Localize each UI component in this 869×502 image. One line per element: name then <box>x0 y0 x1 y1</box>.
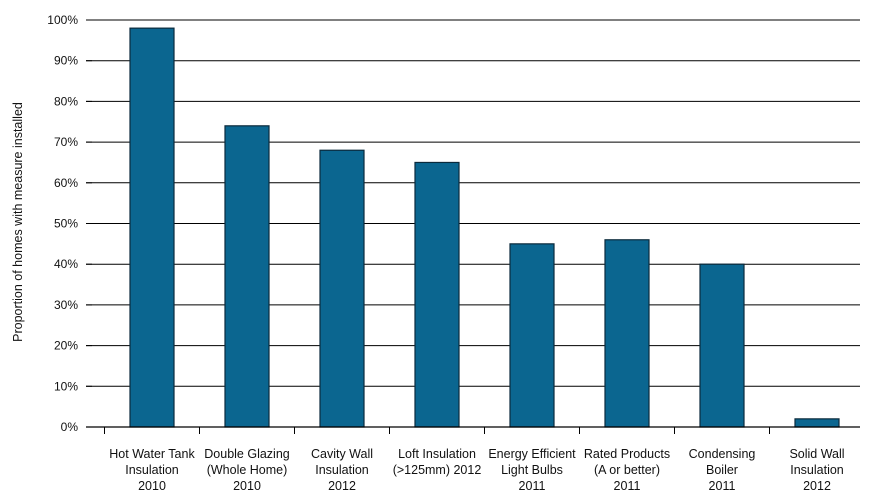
bar <box>794 418 840 428</box>
x-category-label: Double Glazing (Whole Home) 2010 <box>204 447 290 493</box>
x-category-label: Hot Water Tank Insulation 2010 <box>109 447 195 493</box>
x-category-label-line: Solid Wall <box>789 447 844 461</box>
y-tick-label: 100% <box>47 13 78 27</box>
x-category-label-line: Hot Water Tank <box>109 447 195 461</box>
bar <box>604 239 650 428</box>
x-category-label-line: (>125mm) 2012 <box>393 463 482 477</box>
bar <box>319 149 365 428</box>
gridlines <box>86 19 860 428</box>
y-axis-ticks: 0% 10% 20% 30% 40% 50% 60% 70% 80% 90% 100% <box>47 13 92 434</box>
x-category-label: Energy Efficient Light Bulbs 2011 <box>488 447 576 493</box>
x-axis <box>86 426 860 434</box>
y-tick-label: 10% <box>54 379 78 393</box>
y-tick-label: 40% <box>54 257 78 271</box>
y-tick-label: 30% <box>54 298 78 312</box>
bar <box>129 27 175 428</box>
x-category-label: Solid Wall Insulation 2012 <box>789 447 844 493</box>
x-category-label-line: 2012 <box>803 479 831 493</box>
x-category-label-line: Insulation <box>315 463 369 477</box>
y-tick-label: 20% <box>54 339 78 353</box>
x-category-label-line: (Whole Home) <box>207 463 288 477</box>
bar <box>509 243 555 428</box>
x-category-label-line: Insulation <box>125 463 179 477</box>
x-category-label: Loft Insulation (>125mm) 2012 <box>393 447 482 477</box>
x-category-label: Condensing Boiler 2011 <box>689 447 756 493</box>
x-category-label: Cavity Wall Insulation 2012 <box>311 447 373 493</box>
x-category-label-line: Condensing <box>689 447 756 461</box>
x-category-label-line: Double Glazing <box>204 447 290 461</box>
y-axis-title: Proportion of homes with measure install… <box>11 102 25 342</box>
x-category-label-line: 2010 <box>233 479 261 493</box>
y-tick-label: 50% <box>54 217 78 231</box>
bar <box>224 125 270 428</box>
y-tick-label: 90% <box>54 54 78 68</box>
bar <box>699 263 745 428</box>
y-tick-label: 80% <box>54 94 78 108</box>
x-category-label-line: Cavity Wall <box>311 447 373 461</box>
x-category-label-line: 2011 <box>614 479 641 493</box>
x-category-label-line: 2011 <box>709 479 736 493</box>
bars <box>129 27 840 428</box>
x-category-label-line: 2010 <box>138 479 166 493</box>
x-category-label-line: Rated Products <box>584 447 670 461</box>
bar <box>414 161 460 428</box>
x-category-label-line: (A or better) <box>594 463 660 477</box>
x-category-label-line: Light Bulbs <box>501 463 563 477</box>
y-tick-label: 60% <box>54 176 78 190</box>
x-category-label: Rated Products (A or better) 2011 <box>584 447 670 493</box>
x-category-label-line: Insulation <box>790 463 844 477</box>
x-category-label-line: 2012 <box>328 479 356 493</box>
x-category-label-line: Energy Efficient <box>488 447 576 461</box>
x-category-label-line: Boiler <box>706 463 738 477</box>
y-tick-label: 70% <box>54 135 78 149</box>
y-tick-label: 0% <box>61 420 79 434</box>
x-category-label-line: Loft Insulation <box>398 447 476 461</box>
x-category-label-line: 2011 <box>519 479 546 493</box>
